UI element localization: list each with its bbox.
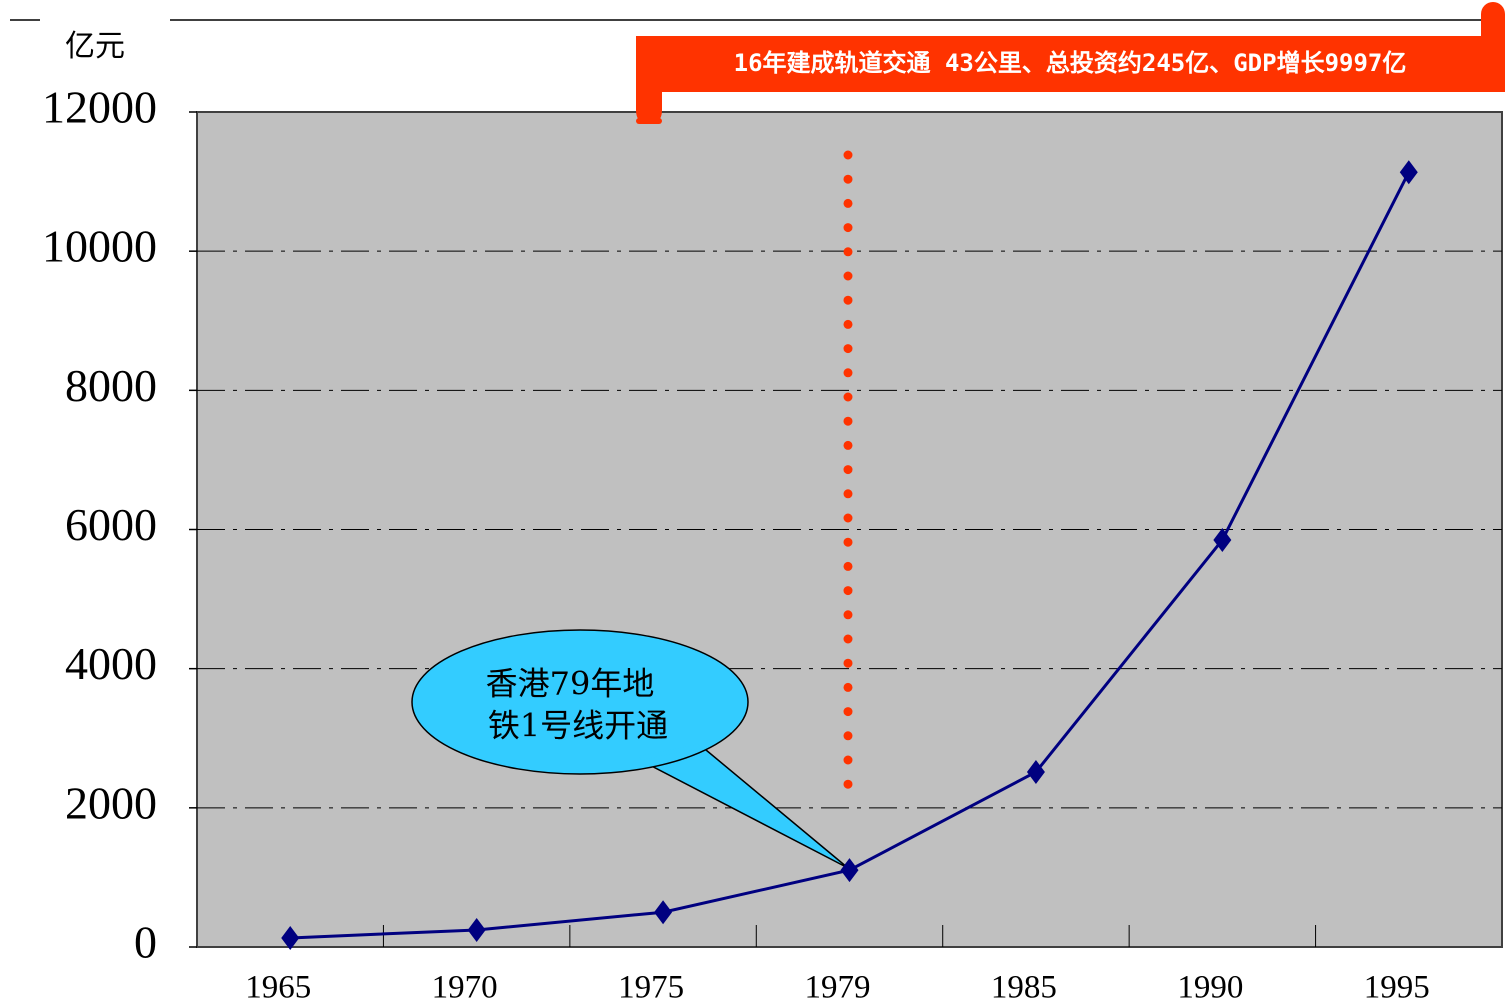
marker — [281, 925, 300, 950]
x-tick-label: 1990 — [1177, 970, 1243, 1006]
y-tick-label: 10000 — [42, 221, 157, 272]
y-axis-label: 亿元 — [65, 29, 125, 64]
marker — [1399, 160, 1418, 185]
y-tick-label: 0 — [134, 917, 157, 968]
y-tick-label: 12000 — [42, 82, 157, 133]
annotation: 16年建成轨道交通 43公里、总投资约245亿、GDP增长9997亿 — [734, 49, 1407, 77]
marker — [1213, 527, 1232, 552]
y-tick-label: 2000 — [65, 777, 157, 828]
callout-text: 铁1号线开通 — [488, 707, 668, 745]
marker — [467, 917, 486, 942]
y-tick-label: 4000 — [65, 638, 157, 689]
y-tick-label: 8000 — [65, 360, 157, 411]
marker — [654, 900, 673, 925]
marker — [1026, 759, 1045, 784]
x-tick-label: 1995 — [1364, 970, 1430, 1006]
x-tick-label: 1985 — [991, 970, 1057, 1006]
y-tick-label: 6000 — [65, 499, 157, 550]
annotation-banner — [636, 2, 1505, 124]
callout-text: 香港79年地 — [486, 665, 655, 703]
marker — [840, 858, 859, 883]
callout — [411, 629, 849, 869]
x-tick-label: 1975 — [618, 970, 684, 1006]
x-tick-label: 1970 — [432, 970, 498, 1006]
x-tick-label: 1979 — [805, 970, 871, 1006]
x-tick-label: 1965 — [245, 970, 311, 1006]
